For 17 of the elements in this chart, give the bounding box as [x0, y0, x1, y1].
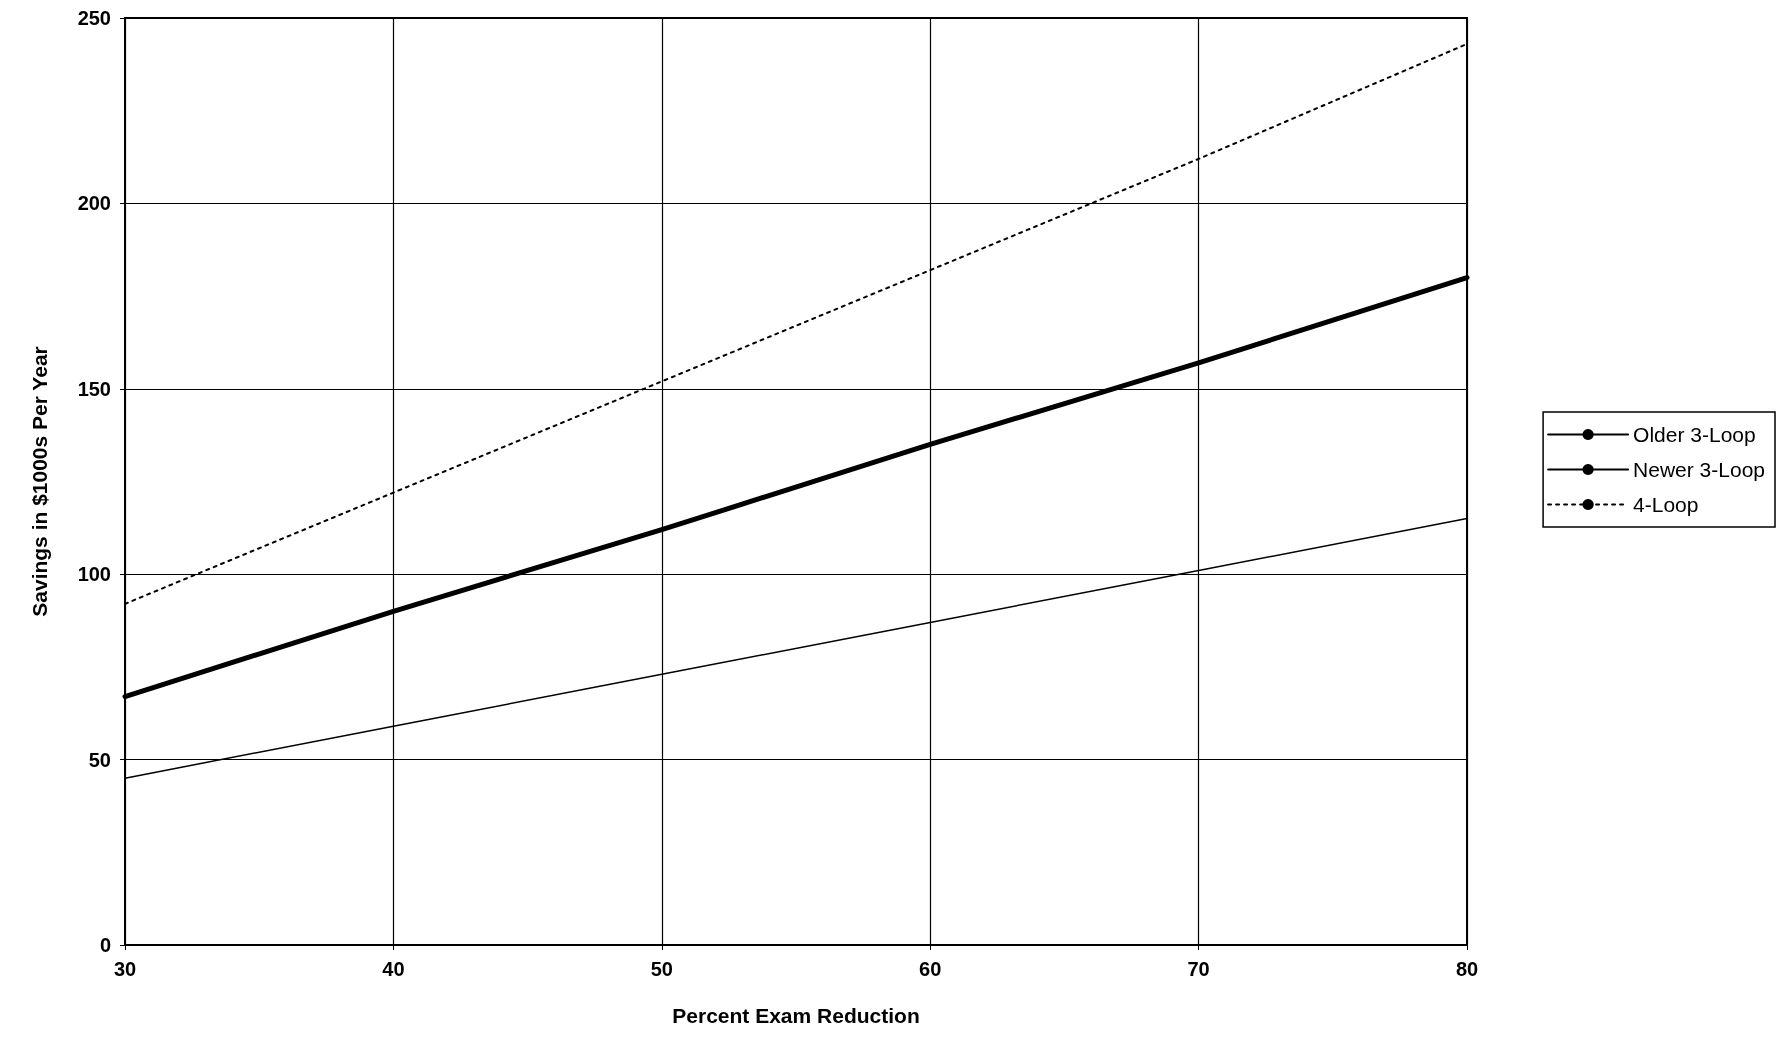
- y-tick-label: 200: [77, 192, 111, 215]
- x-tick-label: 80: [1455, 958, 1479, 980]
- y-tick-label: 250: [77, 7, 111, 29]
- x-tick-label: 40: [382, 958, 405, 980]
- x-axis-title: Percent Exam Reduction: [672, 1004, 920, 1027]
- legend-label: 4-Loop: [1633, 493, 1699, 516]
- y-tick-label: 150: [77, 377, 111, 400]
- x-tick-label: 70: [1187, 958, 1210, 980]
- x-tick-label: 30: [113, 958, 137, 980]
- y-tick-label: 0: [99, 934, 111, 956]
- y-axis-title: Savings in $1000s Per Year: [28, 346, 51, 617]
- y-tick-label: 100: [77, 563, 111, 586]
- legend-label: Older 3-Loop: [1633, 423, 1756, 446]
- x-tick-label: 50: [650, 958, 673, 980]
- y-tick-label: 50: [88, 748, 111, 771]
- x-tick-label: 60: [919, 958, 942, 980]
- legend-label: Newer 3-Loop: [1633, 458, 1765, 481]
